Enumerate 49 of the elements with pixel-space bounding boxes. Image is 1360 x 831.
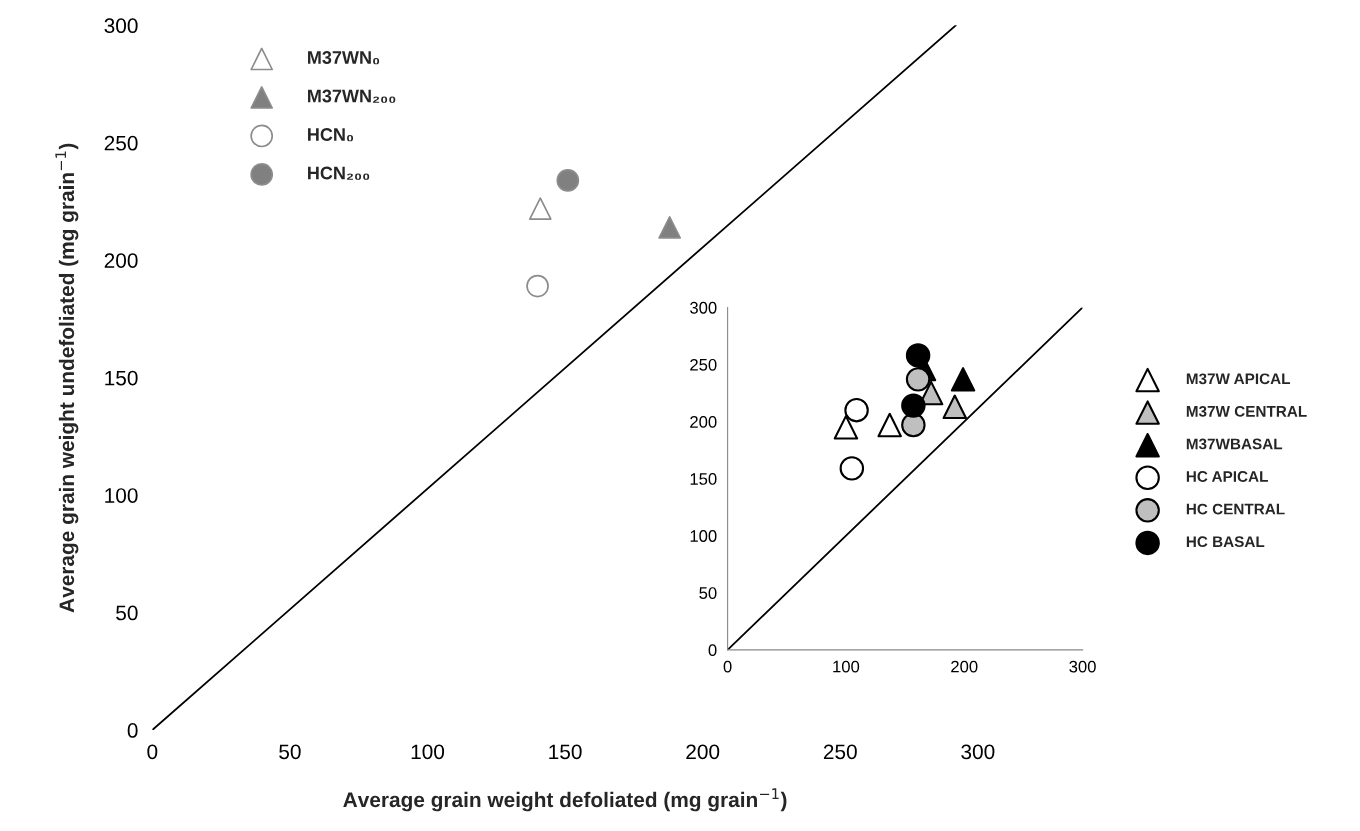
x-tick-label: 250 [823,744,857,760]
x-tick-label: 0 [147,744,158,760]
point [877,412,902,438]
y-axis-title: Average grain weight undefoliated (mg grain$^{−1}$) [55,143,79,613]
point [556,169,580,192]
point [528,197,552,220]
point [839,456,865,481]
point [844,397,869,423]
point [526,274,549,298]
y-tick-label: 200 [104,253,138,268]
x-axis-title: Average grain weight defoliated (mg grain$^{−1}$) [343,788,787,812]
x-tick-label: 50 [279,744,301,760]
y-tick-label: 200 [690,416,717,428]
legend-label: HCN₂₀₀ [308,166,370,180]
x-tick-label: 150 [549,744,582,760]
point [905,367,931,392]
x-tick-label: 200 [951,660,978,673]
point [833,415,859,440]
legend-label: HC APICAL [1186,471,1268,482]
y-tick-label: 250 [690,358,717,371]
y-tick-label: 50 [699,587,717,599]
legend-label: M37WN₀ [308,51,380,65]
legend-label: HCN₀ [308,128,354,142]
y-tick-label: 0 [127,723,138,738]
x-tick-label: 100 [411,744,445,760]
y-tick-label: 100 [105,488,138,503]
point [950,367,976,392]
y-tick-label: 100 [690,530,717,542]
legend-label: M37W CENTRAL [1186,405,1307,417]
y-tick-label: 150 [105,370,138,386]
x-tick-label: 300 [961,744,995,760]
y-tick-label: 50 [116,605,138,621]
point [942,394,968,419]
y-tick-label: 300 [104,18,138,34]
x-tick-label: 100 [833,660,860,673]
y-tick-label: 150 [690,473,717,485]
x-tick-label: 300 [1069,660,1096,673]
legend-label: HC CENTRAL [1186,503,1285,515]
x-tick-label: 0 [723,660,732,673]
legend-label: HC BASAL [1186,536,1265,548]
y-tick-label: 250 [104,135,138,151]
y-tick-label: 300 [690,301,717,314]
legend-label: M37WBASAL [1186,438,1283,450]
y-tick-label: 0 [708,644,717,657]
point [901,393,926,418]
point [905,343,931,368]
legend-label: M37W APICAL [1186,373,1291,385]
point [658,215,682,239]
legend-label: M37WN₂₀₀ [308,89,396,103]
